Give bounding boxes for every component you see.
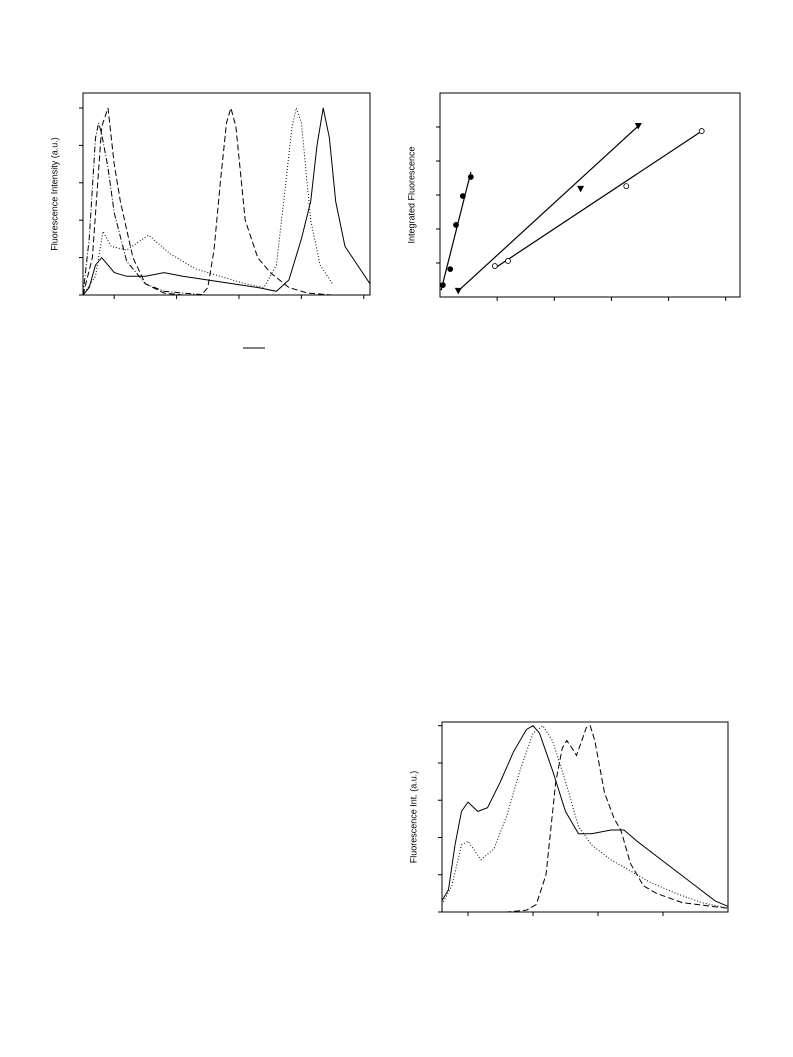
curve	[442, 724, 729, 913]
curve	[441, 725, 729, 907]
fit-line	[456, 125, 639, 293]
fit-line	[494, 130, 703, 269]
point	[623, 183, 630, 190]
point	[454, 287, 462, 295]
y-axis-label: Integrated Fluorescence	[406, 146, 416, 243]
point	[459, 193, 466, 199]
curve	[82, 106, 334, 296]
point	[439, 282, 446, 289]
curve	[82, 107, 371, 296]
point	[577, 185, 585, 193]
point	[698, 128, 705, 134]
point	[634, 122, 642, 130]
y-axis-label: Fluorescence Int. (a.u.)	[408, 771, 418, 864]
point	[491, 263, 498, 269]
point	[453, 222, 459, 228]
point	[447, 266, 454, 273]
y-axis-label: Fluorescence Intensity (a.u.)	[49, 137, 59, 251]
curve	[82, 122, 370, 296]
plot-frame	[441, 721, 729, 913]
point	[505, 258, 511, 264]
curve	[441, 724, 729, 909]
curve	[82, 106, 370, 296]
point	[467, 174, 474, 180]
fit-line	[440, 171, 472, 291]
